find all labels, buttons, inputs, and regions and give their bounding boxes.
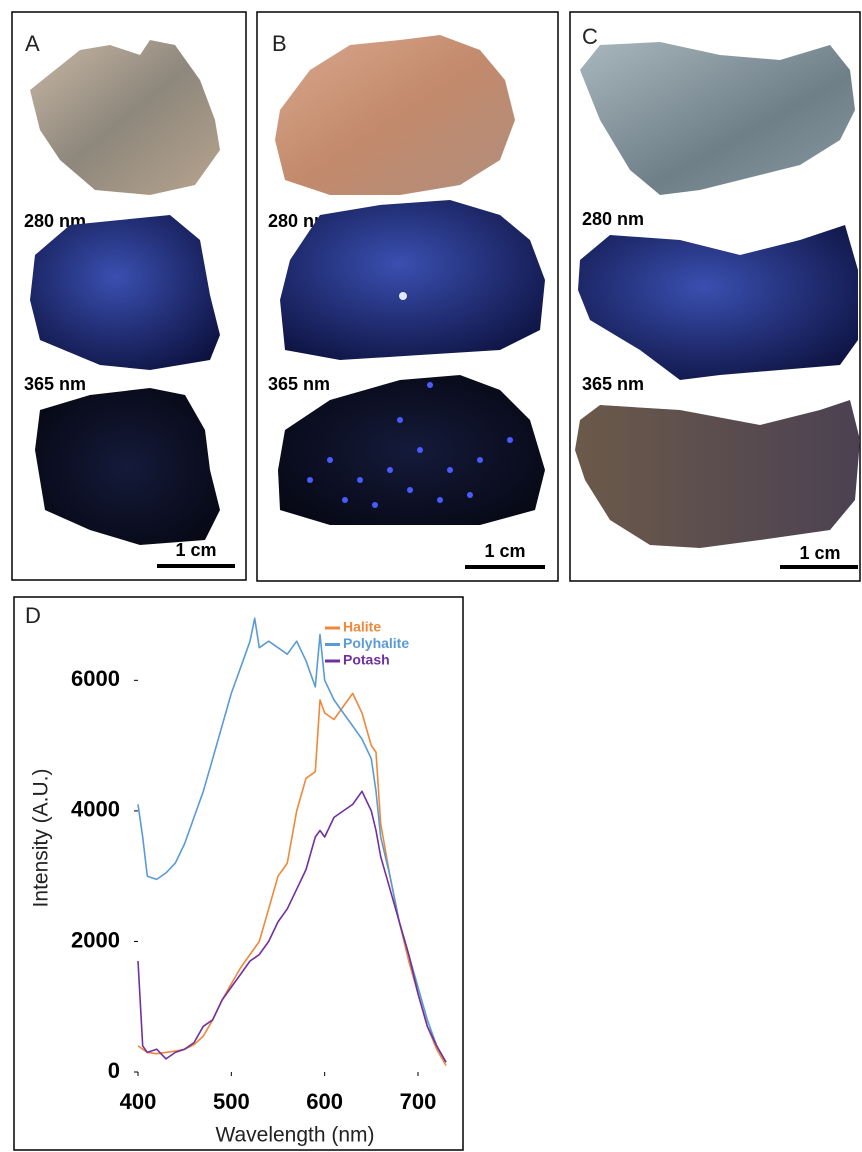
x-tick-label: 600 xyxy=(306,1089,343,1114)
excitation-label: 365 nm xyxy=(24,374,86,394)
panel-label: D xyxy=(25,603,41,628)
panel-frame xyxy=(256,11,559,582)
panel-frame xyxy=(13,596,464,1151)
panel-frame xyxy=(569,11,861,582)
y-tick-label: 0 xyxy=(108,1058,120,1083)
x-tick-label: 700 xyxy=(400,1089,437,1114)
scale-label: 1 cm xyxy=(484,541,525,561)
panel-frame xyxy=(11,11,247,581)
scale-label: 1 cm xyxy=(175,540,216,560)
y-axis-title: Intensity (A.U.) xyxy=(30,769,53,908)
rock-photo xyxy=(580,42,855,195)
y-tick-label: 2000 xyxy=(71,927,120,952)
rock-photo xyxy=(278,375,545,525)
series-line xyxy=(137,692,447,1066)
series-line xyxy=(137,790,447,1063)
rock-photo xyxy=(35,388,220,545)
rock-photo xyxy=(578,225,858,380)
panel-c: C 280 nm 365 nm 1 cm xyxy=(569,11,861,582)
y-tick-label: 4000 xyxy=(71,797,120,822)
rock-photo xyxy=(30,40,220,195)
panel-b: B 280 nm 365 nm 1 cm xyxy=(256,11,559,582)
rock-photo xyxy=(575,400,860,548)
rock-photo xyxy=(30,215,220,370)
panel-a: A 280 nm 365 nm 1 cm xyxy=(11,11,247,581)
legend-label: Halite xyxy=(343,619,381,635)
panel-label: C xyxy=(582,24,598,49)
x-tick-label: 400 xyxy=(120,1089,157,1114)
scale-label: 1 cm xyxy=(799,543,840,563)
excitation-label: 365 nm xyxy=(582,374,644,394)
panel-label: A xyxy=(25,31,40,56)
x-tick-label: 500 xyxy=(213,1089,250,1114)
excitation-label: 365 nm xyxy=(268,374,330,394)
fluorescent-spot xyxy=(399,292,407,300)
rock-photo xyxy=(275,35,515,195)
series-line xyxy=(137,617,447,1063)
legend-label: Potash xyxy=(343,652,390,668)
rock-photo xyxy=(280,200,545,360)
panel-label: B xyxy=(272,31,287,56)
x-axis-title: Wavelength (nm) xyxy=(215,1124,374,1147)
excitation-label: 280 nm xyxy=(582,209,644,229)
y-tick-label: 6000 xyxy=(71,666,120,691)
fluorescent-spots xyxy=(307,382,513,508)
legend-label: Polyhalite xyxy=(343,635,409,651)
